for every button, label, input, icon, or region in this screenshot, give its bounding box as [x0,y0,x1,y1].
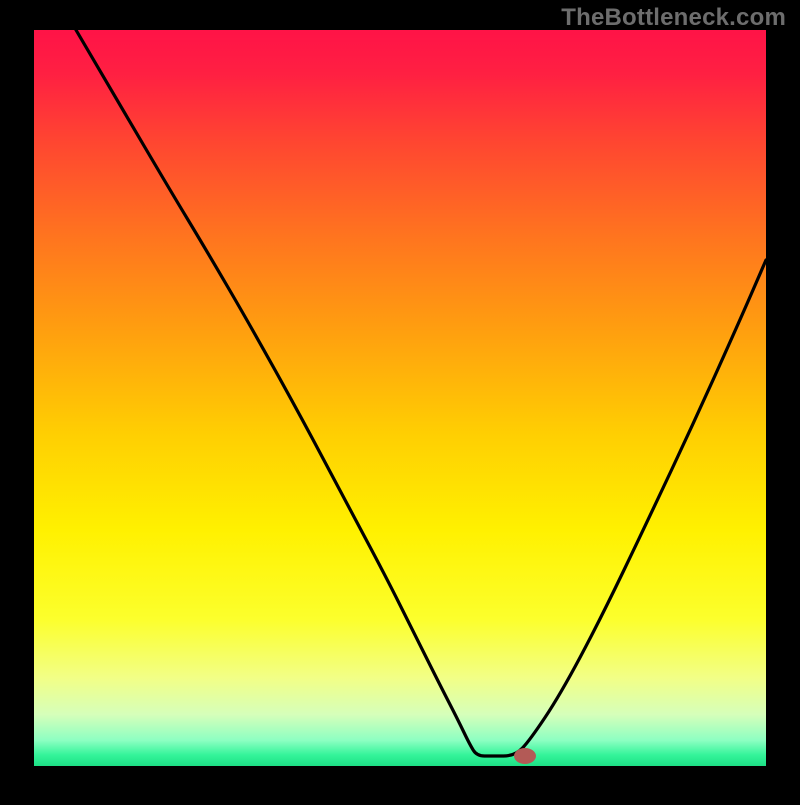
optimal-point-marker [514,748,536,764]
watermark-text: TheBottleneck.com [561,4,786,32]
bottleneck-chart [0,0,800,800]
chart-stage: TheBottleneck.com [0,0,800,800]
plot-gradient [34,30,766,766]
